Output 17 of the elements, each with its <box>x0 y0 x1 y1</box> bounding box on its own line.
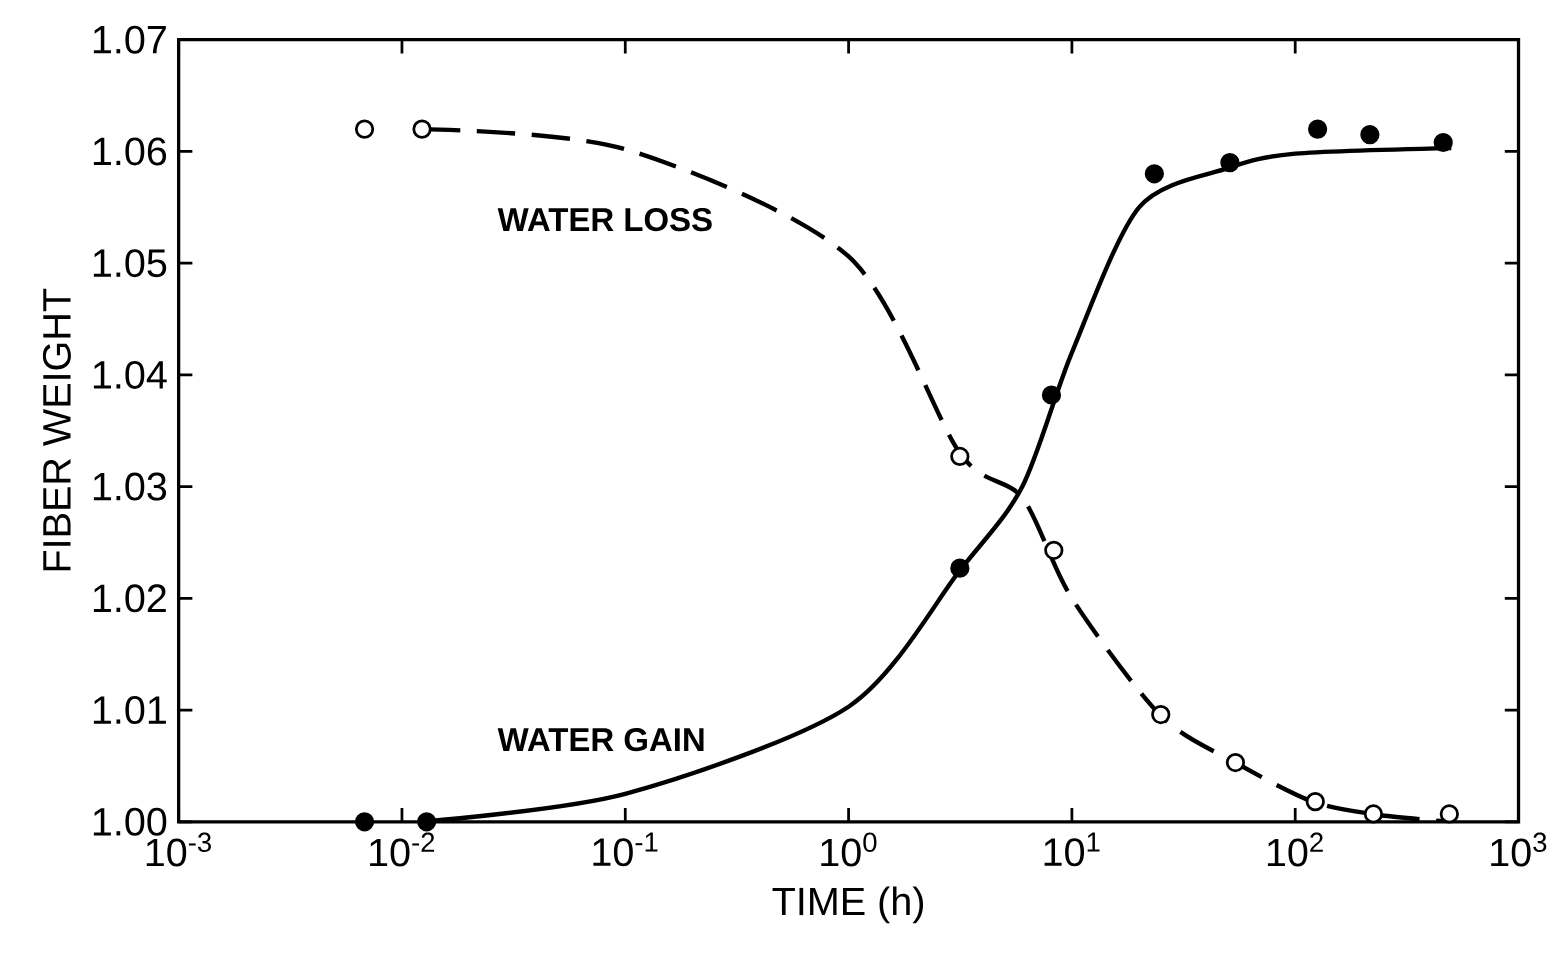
x-tick-label: 10$^{2}$ <box>1267 832 1323 867</box>
x-tick-label: 10$^{0}$ <box>821 832 877 867</box>
y-tick-label: 1.02 <box>93 584 166 613</box>
y-tick-label: 1.05 <box>93 249 167 278</box>
y-tick-label: 1.01 <box>93 696 166 725</box>
x-tick-label: 10$^{-2}$ <box>370 832 435 867</box>
y-tick-label: 1.03 <box>93 472 167 501</box>
x-tick-label: 10$^{3}$ <box>1491 832 1547 867</box>
y-tick-label: 1.06 <box>93 137 167 166</box>
annotation: WATER GAIN <box>497 728 704 752</box>
y-tick-label: 1.07 <box>93 25 166 54</box>
x-tick-label: 10$^{1}$ <box>1044 832 1100 867</box>
x-tick-label: 10$^{-1}$ <box>593 832 658 867</box>
x-axis-title: TIME (h) <box>772 886 924 924</box>
annotation: WATER LOSS <box>497 208 712 232</box>
y-axis-title: FIBER WEIGHT <box>42 288 71 571</box>
y-tick-label: 1.04 <box>93 361 167 390</box>
